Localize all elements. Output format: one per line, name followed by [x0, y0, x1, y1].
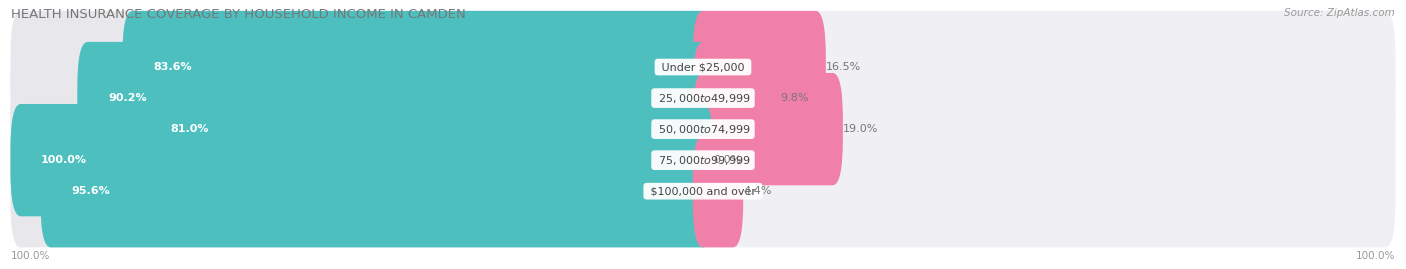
FancyBboxPatch shape [10, 135, 713, 247]
Text: 100.0%: 100.0% [41, 155, 87, 165]
Text: $100,000 and over: $100,000 and over [647, 186, 759, 196]
Text: 95.6%: 95.6% [72, 186, 110, 196]
Text: 19.0%: 19.0% [842, 124, 879, 134]
Text: Source: ZipAtlas.com: Source: ZipAtlas.com [1284, 8, 1395, 18]
FancyBboxPatch shape [10, 104, 713, 216]
Text: 100.0%: 100.0% [1355, 251, 1395, 261]
Text: $50,000 to $74,999: $50,000 to $74,999 [655, 123, 751, 136]
FancyBboxPatch shape [10, 73, 713, 185]
FancyBboxPatch shape [10, 11, 713, 123]
FancyBboxPatch shape [693, 42, 780, 154]
Text: 81.0%: 81.0% [170, 124, 209, 134]
Text: 83.6%: 83.6% [153, 62, 191, 72]
Text: Under $25,000: Under $25,000 [658, 62, 748, 72]
Text: 4.4%: 4.4% [744, 186, 772, 196]
FancyBboxPatch shape [693, 135, 1396, 247]
FancyBboxPatch shape [141, 73, 713, 185]
FancyBboxPatch shape [693, 42, 1396, 154]
FancyBboxPatch shape [693, 104, 1396, 216]
FancyBboxPatch shape [693, 11, 1396, 123]
Text: 16.5%: 16.5% [825, 62, 860, 72]
FancyBboxPatch shape [693, 73, 842, 185]
FancyBboxPatch shape [693, 73, 1396, 185]
FancyBboxPatch shape [693, 11, 825, 123]
Text: 100.0%: 100.0% [11, 251, 51, 261]
FancyBboxPatch shape [122, 11, 713, 123]
FancyBboxPatch shape [41, 135, 713, 247]
FancyBboxPatch shape [10, 42, 713, 154]
Text: 9.8%: 9.8% [780, 93, 808, 103]
Text: 0.0%: 0.0% [713, 155, 741, 165]
Text: $25,000 to $49,999: $25,000 to $49,999 [655, 91, 751, 105]
FancyBboxPatch shape [10, 104, 713, 216]
FancyBboxPatch shape [77, 42, 713, 154]
FancyBboxPatch shape [693, 135, 744, 247]
Text: HEALTH INSURANCE COVERAGE BY HOUSEHOLD INCOME IN CAMDEN: HEALTH INSURANCE COVERAGE BY HOUSEHOLD I… [11, 8, 465, 21]
Text: 90.2%: 90.2% [108, 93, 146, 103]
Text: $75,000 to $99,999: $75,000 to $99,999 [655, 154, 751, 167]
